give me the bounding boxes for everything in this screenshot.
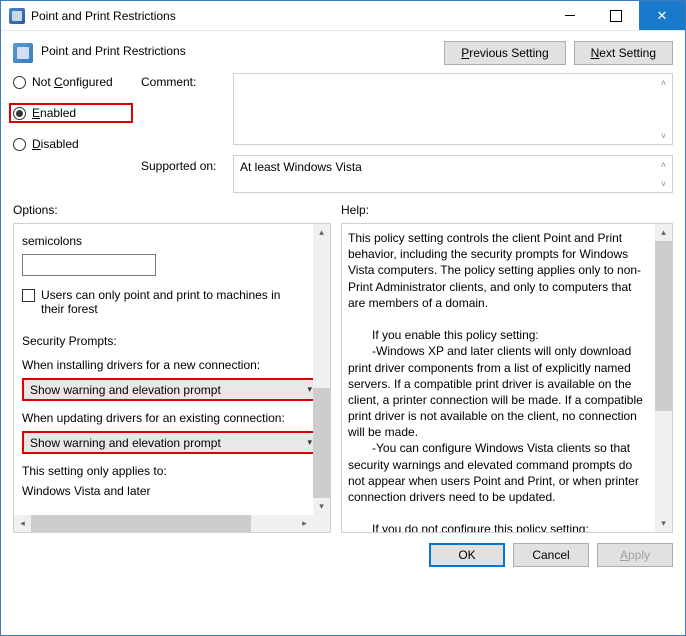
help-text: This policy setting controls the client … bbox=[348, 230, 652, 311]
comment-label: Comment: bbox=[141, 75, 225, 89]
options-top-text: semicolons bbox=[22, 234, 324, 248]
policy-title: Point and Print Restrictions bbox=[41, 41, 436, 58]
policy-icon bbox=[9, 8, 25, 24]
radio-disabled[interactable]: Disabled bbox=[13, 137, 133, 151]
close-button[interactable] bbox=[639, 1, 685, 30]
options-label: Options: bbox=[13, 203, 331, 217]
checkbox-label: Users can only point and print to machin… bbox=[41, 288, 306, 316]
select-value: Show warning and elevation prompt bbox=[30, 436, 221, 450]
radio-icon bbox=[13, 138, 26, 151]
radio-label: Enabled bbox=[32, 106, 76, 120]
update-drivers-select[interactable]: Show warning and elevation prompt ▾ bbox=[22, 431, 318, 454]
chevron-down-icon: ▾ bbox=[307, 384, 312, 395]
scroll-down-icon[interactable]: ˅ bbox=[655, 127, 672, 144]
update-drivers-label: When updating drivers for an existing co… bbox=[22, 411, 324, 425]
scroll-up-icon[interactable]: ˄ bbox=[655, 74, 672, 91]
chevron-down-icon: ▾ bbox=[307, 437, 312, 448]
scroll-down-icon[interactable]: ˅ bbox=[655, 175, 672, 192]
help-text: -Windows XP and later clients will only … bbox=[348, 343, 652, 440]
ok-button[interactable]: OK bbox=[429, 543, 505, 567]
supported-on-value: At least Windows Vista bbox=[240, 160, 362, 174]
radio-enabled[interactable]: Enabled bbox=[13, 106, 119, 120]
help-scrollbar[interactable]: ▴▾ bbox=[655, 224, 672, 532]
help-panel: This policy setting controls the client … bbox=[341, 223, 673, 533]
help-text: If you do not configure this policy sett… bbox=[348, 521, 652, 533]
radio-icon bbox=[13, 107, 26, 120]
help-label: Help: bbox=[341, 203, 673, 217]
footer: OK Cancel Apply bbox=[1, 533, 685, 577]
applies-to-value: Windows Vista and later bbox=[22, 484, 324, 498]
radio-icon bbox=[13, 76, 26, 89]
previous-setting-button[interactable]: Previous Setting bbox=[444, 41, 565, 65]
titlebar: Point and Print Restrictions bbox=[1, 1, 685, 31]
policy-header-icon bbox=[13, 43, 33, 63]
window-title: Point and Print Restrictions bbox=[31, 9, 547, 23]
options-scrollbar-vertical[interactable]: ▴▾ bbox=[313, 224, 330, 515]
next-setting-button[interactable]: Next Setting bbox=[574, 41, 673, 65]
scroll-up-icon[interactable]: ˄ bbox=[655, 156, 672, 173]
options-panel: semicolons Users can only point and prin… bbox=[13, 223, 331, 533]
supported-on-label: Supported on: bbox=[141, 159, 225, 173]
help-text: -You can configure Windows Vista clients… bbox=[348, 440, 652, 505]
highlight-enabled: Enabled bbox=[9, 103, 133, 123]
minimize-button[interactable] bbox=[547, 1, 593, 30]
scroll-corner bbox=[313, 515, 330, 532]
install-drivers-select[interactable]: Show warning and elevation prompt ▾ bbox=[22, 378, 318, 401]
checkbox-icon bbox=[22, 289, 35, 302]
servers-input[interactable] bbox=[22, 254, 156, 276]
radio-label: Not Configured bbox=[32, 75, 113, 89]
forest-checkbox-row[interactable]: Users can only point and print to machin… bbox=[22, 288, 324, 316]
cancel-button[interactable]: Cancel bbox=[513, 543, 589, 567]
help-text: If you enable this policy setting: bbox=[348, 327, 652, 343]
options-scrollbar-horizontal[interactable]: ◂▸ bbox=[14, 515, 313, 532]
comment-textarea[interactable]: ˄˅ bbox=[233, 73, 673, 145]
apply-button[interactable]: Apply bbox=[597, 543, 673, 567]
applies-to-label: This setting only applies to: bbox=[22, 464, 324, 478]
radio-label: Disabled bbox=[32, 137, 79, 151]
select-value: Show warning and elevation prompt bbox=[30, 383, 221, 397]
supported-on-box: At least Windows Vista ˄ ˅ bbox=[233, 155, 673, 193]
maximize-button[interactable] bbox=[593, 1, 639, 30]
install-drivers-label: When installing drivers for a new connec… bbox=[22, 358, 324, 372]
radio-not-configured[interactable]: Not Configured bbox=[13, 75, 133, 89]
security-prompts-label: Security Prompts: bbox=[22, 334, 324, 348]
